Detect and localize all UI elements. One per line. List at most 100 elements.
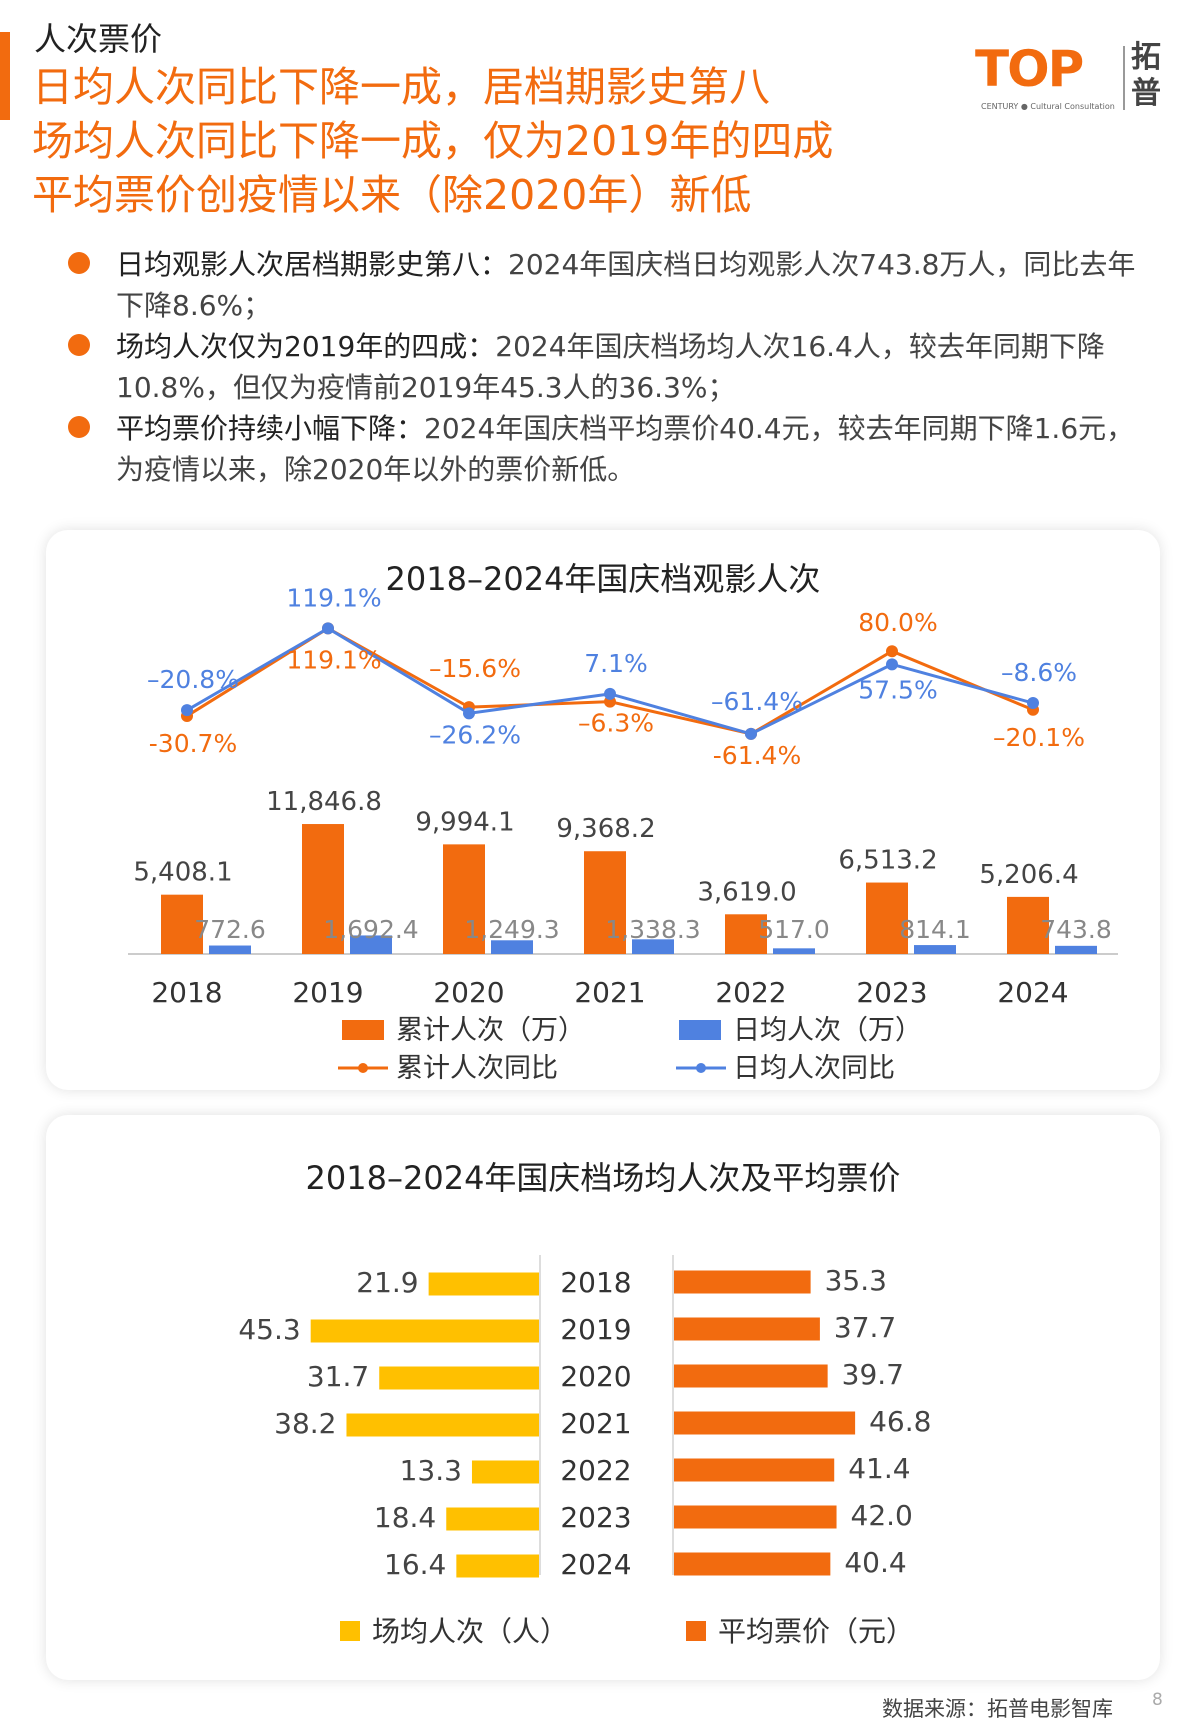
data-label-daily: 743.8 <box>1040 915 1112 944</box>
data-label-avg-price: 39.7 <box>842 1358 904 1391</box>
x-tick-label: 2022 <box>715 976 786 1009</box>
x-tick-label: 2024 <box>997 976 1068 1009</box>
bar-avg-attendance <box>379 1366 539 1390</box>
data-label-total: 5,206.4 <box>979 860 1078 890</box>
data-label-avg-price: 37.7 <box>834 1311 896 1344</box>
data-label-daily-yoy: 7.1% <box>584 649 648 678</box>
bar-daily <box>632 939 674 954</box>
data-label-avg-price: 40.4 <box>844 1546 906 1579</box>
data-label-total-yoy: 80.0% <box>858 608 937 637</box>
x-tick-label: 2020 <box>433 976 504 1009</box>
data-label-avg-price: 46.8 <box>869 1405 931 1438</box>
bullet-dot-icon <box>68 334 90 356</box>
headline-line: 场均人次同比下降一成，仅为2019年的四成 <box>32 117 834 165</box>
x-tick-label: 2023 <box>856 976 927 1009</box>
page-number: 8 <box>1152 1690 1163 1710</box>
data-label-daily-yoy: –20.8% <box>147 665 239 694</box>
data-label-total: 5,408.1 <box>133 858 232 888</box>
bar-daily <box>773 948 815 954</box>
daily-yoy-point <box>463 707 475 720</box>
data-label-daily: 772.6 <box>194 915 266 944</box>
data-label-daily-yoy: 57.5% <box>858 675 937 704</box>
data-label-total: 3,619.0 <box>697 877 796 907</box>
logo: TOP CENTURY ● Cultural Consultation 拓普 <box>975 40 1175 116</box>
section-label: 人次票价 <box>34 20 163 58</box>
data-label-total: 11,846.8 <box>266 787 382 817</box>
legend-swatch-avg-attendance <box>340 1621 360 1641</box>
bar-total <box>443 844 485 954</box>
bar-daily <box>350 935 392 954</box>
data-label-daily-yoy: –26.2% <box>429 720 521 749</box>
category-label: 2021 <box>560 1407 631 1440</box>
data-label-daily: 814.1 <box>899 915 971 944</box>
bullet-item: 平均票价持续小幅下降：2024年国庆档平均票价40.4元，较去年同期下降1.6元… <box>64 408 1144 490</box>
data-label-daily: 517.0 <box>758 915 830 944</box>
key-points: 日均观影人次居档期影史第八：2024年国庆档日均观影人次743.8万人，同比去年… <box>64 244 1144 490</box>
bullet-text: 2024年国庆档场均人次16.4人，较去年同期下降10.8%，但仅为疫情前201… <box>116 330 1105 404</box>
accent-bar <box>0 32 10 120</box>
legend-label: 日均人次（万） <box>733 1015 922 1046</box>
data-label-avg-attendance: 31.7 <box>307 1360 369 1393</box>
x-tick-label: 2018 <box>151 976 222 1009</box>
data-label-avg-price: 35.3 <box>825 1264 887 1297</box>
data-source: 数据来源：拓普电影智库 <box>882 1697 1113 1721</box>
bar-total <box>161 894 203 954</box>
bullet-dot-icon <box>68 416 90 438</box>
category-label: 2020 <box>560 1360 631 1393</box>
attendance-chart: 2018–2024年国庆档观影人次 5,408.1 772.6 2018 11,846… <box>128 560 1118 1084</box>
bar-avg-attendance <box>346 1413 539 1437</box>
category-label: 2019 <box>560 1313 631 1346</box>
bullet-item: 场均人次仅为2019年的四成：2024年国庆档场均人次16.4人，较去年同期下降… <box>64 326 1144 408</box>
legend-swatch-total-yoy-dot <box>358 1063 368 1073</box>
bar-daily <box>914 945 956 954</box>
data-label-total-yoy: –6.3% <box>578 709 654 738</box>
data-label-avg-price: 42.0 <box>851 1499 913 1532</box>
bullet-text: 2024年国庆档日均观影人次743.8万人，同比去年下降8.6%； <box>116 248 1136 322</box>
legend-label: 场均人次（人） <box>372 1615 568 1648</box>
bar-total <box>584 851 626 954</box>
data-label-avg-attendance: 16.4 <box>384 1548 446 1581</box>
logo-wordmark: TOP <box>975 40 1084 98</box>
data-label-daily-yoy: –61.4% <box>711 687 803 716</box>
category-label: 2023 <box>560 1501 631 1534</box>
data-label-daily: 1,338.3 <box>605 915 700 944</box>
bar-daily <box>491 940 533 954</box>
bar-total <box>302 824 344 954</box>
bar-avg-price <box>674 1505 837 1529</box>
headline-line: 平均票价创疫情以来（除2020年）新低 <box>32 171 752 219</box>
chart-card-avg-price: 2018–2024年国庆档场均人次及平均票价 21.9 35.3 2018 45.3 3… <box>46 1115 1160 1680</box>
data-label-total: 6,513.2 <box>838 846 937 876</box>
bar-total <box>725 914 767 954</box>
data-label-daily-yoy: –8.6% <box>1001 658 1077 687</box>
data-label-avg-attendance: 13.3 <box>400 1454 462 1487</box>
bullet-item: 日均观影人次居档期影史第八：2024年国庆档日均观影人次743.8万人，同比去年… <box>64 244 1144 326</box>
legend-label: 累计人次（万） <box>396 1015 585 1046</box>
data-label-avg-attendance: 18.4 <box>374 1501 436 1534</box>
bar-avg-attendance <box>456 1554 539 1578</box>
x-tick-label: 2021 <box>574 976 645 1009</box>
daily-yoy-point <box>604 687 616 700</box>
data-label-daily-yoy: 119.1% <box>286 583 381 612</box>
bullet-lead: 平均票价持续小幅下降： <box>116 412 425 445</box>
x-tick-label: 2019 <box>292 976 363 1009</box>
data-label-total-yoy: -61.4% <box>713 741 801 770</box>
chart-title: 2018–2024年国庆档观影人次 <box>386 560 821 598</box>
legend-label: 日均人次同比 <box>733 1053 895 1084</box>
data-label-total: 9,368.2 <box>556 814 655 844</box>
bar-avg-price <box>674 1458 835 1482</box>
bar-avg-price <box>674 1411 856 1435</box>
daily-yoy-point <box>745 727 757 740</box>
bar-avg-price <box>674 1270 811 1294</box>
bullet-lead: 场均人次仅为2019年的四成： <box>116 330 496 363</box>
bar-daily <box>209 945 251 954</box>
bullet-dot-icon <box>68 252 90 274</box>
data-label-avg-attendance: 45.3 <box>238 1313 300 1346</box>
bar-avg-price <box>674 1364 828 1388</box>
legend-label: 平均票价（元） <box>718 1615 914 1648</box>
bar-total <box>1007 896 1049 954</box>
data-label-daily: 1,692.4 <box>323 915 418 944</box>
total-yoy-point <box>886 645 898 658</box>
logo-chinese: 拓普 <box>1131 40 1161 111</box>
legend-swatch-daily <box>679 1020 721 1040</box>
